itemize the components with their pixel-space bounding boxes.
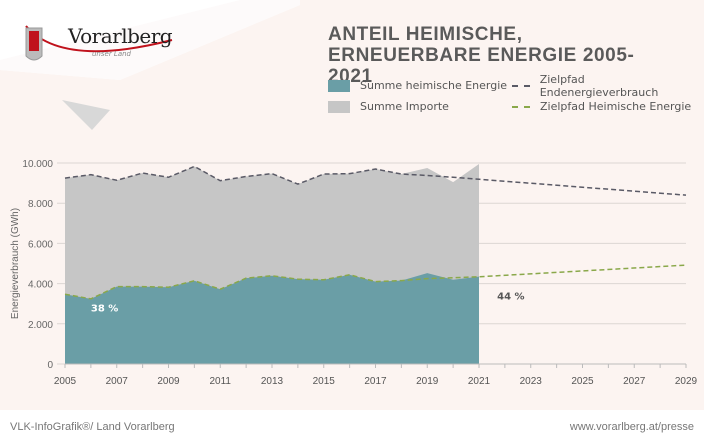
x-tick-label: 2021 — [468, 376, 491, 387]
y-tick-label: 10.000 — [22, 159, 53, 170]
line-zielpfad-heimisch — [64, 264, 687, 300]
legend-right: Zielpfad Endenergieverbrauch Zielpfad He… — [512, 72, 704, 117]
legend-label: Summe Importe — [360, 100, 449, 113]
legend-item-zielpfad-heimisch: Zielpfad Heimische Energie — [512, 96, 704, 117]
x-tick-label: 2029 — [675, 376, 698, 387]
legend-label: Zielpfad Endenergieverbrauch — [539, 72, 659, 99]
legend-swatch — [328, 100, 350, 113]
x-tick-label: 2013 — [261, 376, 284, 387]
y-axis-label: Energieverbrauch (GWh) — [10, 208, 21, 319]
y-tick-label: 4.000 — [28, 280, 53, 291]
y-tick-label: 0 — [47, 360, 53, 371]
area-heimische-energie — [65, 273, 479, 364]
logo-tagline: unser Land — [92, 50, 131, 58]
y-tick-label: 6.000 — [28, 239, 53, 250]
legend-item-heimisch: Summe heimische Energie — [328, 75, 507, 96]
legend-item-importe: Summe Importe — [328, 96, 507, 117]
line-zielpfad-endenergie — [64, 165, 687, 196]
footer-url[interactable]: www.vorarlberg.at/presse — [569, 421, 694, 433]
chart-title: ANTEIL HEIMISCHE, ERNEUERBARE ENERGIE 200… — [328, 24, 635, 87]
x-tick-label: 2017 — [364, 376, 387, 387]
legend-label: Summe heimische Energie — [360, 79, 508, 92]
legend-label: Zielpfad Heimische Energie — [540, 100, 692, 113]
y-tick-label: 8.000 — [28, 199, 53, 210]
x-tick-label: 2023 — [520, 376, 543, 387]
legend-item-zielpfad-endenergie: Zielpfad Endenergieverbrauch — [512, 72, 704, 99]
annotation-label: 44 % — [497, 292, 524, 303]
footer: VLK-InfoGrafik®/ Land Vorarlberg www.vor… — [0, 410, 704, 440]
chart: 0 2.000 4.000 6.000 8.000 10.000 Energieverbra… — [10, 159, 698, 387]
x-tick-label: 2011 — [209, 376, 231, 387]
y-tick-label: 2.000 — [28, 320, 53, 331]
x-tick-label: 2015 — [313, 376, 336, 387]
legend-swatch — [328, 79, 350, 92]
footer-credit: VLK-InfoGrafik®/ Land Vorarlberg — [10, 421, 175, 433]
x-tick-label: 2019 — [416, 376, 439, 387]
logo-text: Vorarlberg — [68, 24, 173, 48]
legend-dash — [512, 84, 530, 87]
vorarlberg-logo: Vorarlberg unser Land — [22, 18, 182, 68]
x-tick-label: 2007 — [106, 376, 129, 387]
x-tick-label: 2005 — [54, 376, 77, 387]
x-tick-label: 2025 — [571, 376, 594, 387]
legend-left: Summe heimische Energie Summe Importe — [328, 75, 507, 117]
legend-dash — [512, 105, 530, 108]
annotation-label: 38 % — [91, 304, 118, 315]
x-tick-label: 2009 — [157, 376, 180, 387]
x-tick-label: 2027 — [623, 376, 646, 387]
